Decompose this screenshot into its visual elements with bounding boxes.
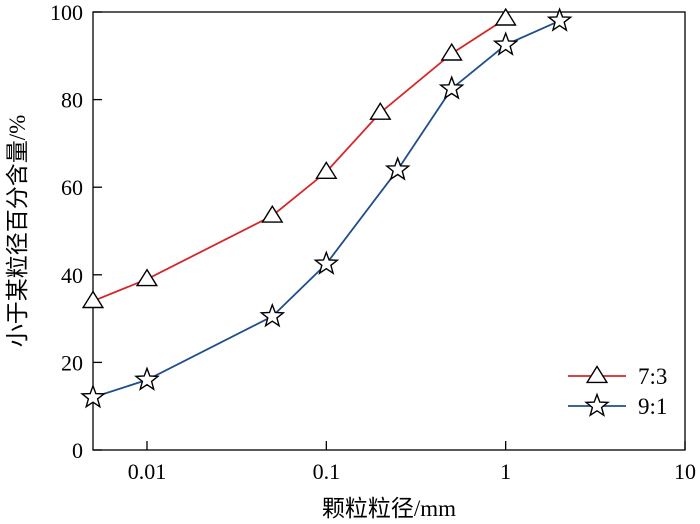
data-point-marker bbox=[261, 204, 284, 223]
series-line bbox=[92, 17, 507, 302]
y-axis-ticks: 0 20 40 60 80 100 bbox=[50, 0, 102, 463]
y-tick-label: 0 bbox=[72, 438, 83, 463]
y-tick-label: 20 bbox=[61, 350, 83, 375]
x-tick-label: 0.01 bbox=[128, 459, 167, 484]
data-point-marker bbox=[135, 268, 159, 287]
legend-label: 7:3 bbox=[638, 364, 667, 389]
series-line bbox=[92, 19, 560, 399]
y-axis-title: 小于某粒径百分含量/% bbox=[5, 115, 30, 348]
data-point-marker bbox=[546, 7, 573, 32]
y-tick-label: 100 bbox=[50, 0, 83, 25]
data-point-marker bbox=[313, 250, 340, 275]
data-point-marker bbox=[315, 161, 338, 180]
data-point-marker bbox=[384, 156, 411, 181]
x-axis-title: 颗粒粒径/mm bbox=[322, 496, 456, 521]
x-axis-ticks: 0.01 0.1 1 10 bbox=[128, 441, 696, 484]
x-tick-label: 0.1 bbox=[313, 459, 341, 484]
series-layer bbox=[80, 7, 573, 409]
data-point-marker bbox=[438, 75, 465, 100]
y-tick-label: 80 bbox=[61, 88, 83, 113]
y-tick-label: 60 bbox=[61, 175, 83, 200]
legend-marker bbox=[585, 365, 609, 384]
legend-label: 9:1 bbox=[638, 394, 667, 419]
data-point-marker bbox=[492, 31, 519, 56]
legend-marker bbox=[584, 392, 610, 417]
y-tick-label: 40 bbox=[61, 263, 83, 288]
x-tick-label: 10 bbox=[674, 459, 696, 484]
data-point-marker bbox=[259, 302, 286, 328]
data-point-marker bbox=[440, 42, 463, 61]
data-point-marker bbox=[134, 366, 160, 391]
x-tick-label: 1 bbox=[500, 459, 511, 484]
data-point-marker bbox=[80, 383, 106, 409]
data-point-marker bbox=[81, 290, 105, 309]
data-point-marker bbox=[369, 101, 392, 120]
series-2 bbox=[80, 7, 573, 409]
legend: 7:39:1 bbox=[568, 364, 667, 419]
data-point-marker bbox=[494, 7, 517, 26]
plot-area-frame bbox=[92, 11, 686, 451]
series-1 bbox=[81, 7, 517, 309]
